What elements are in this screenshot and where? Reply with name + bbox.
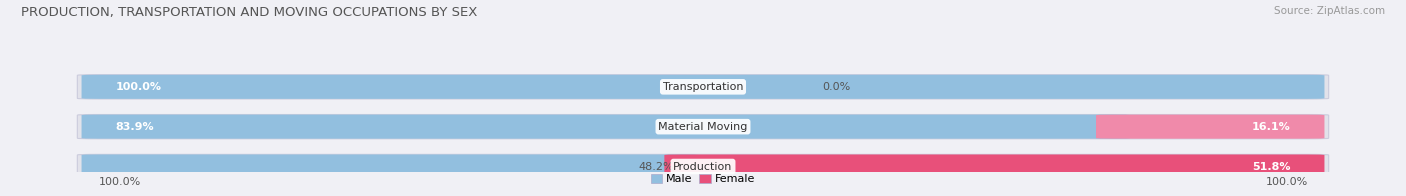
Text: 100.0%: 100.0% xyxy=(115,82,162,92)
Text: 83.9%: 83.9% xyxy=(115,122,153,132)
FancyBboxPatch shape xyxy=(1097,115,1324,139)
FancyBboxPatch shape xyxy=(82,154,699,179)
FancyBboxPatch shape xyxy=(665,154,1324,179)
Text: 100.0%: 100.0% xyxy=(1265,177,1308,187)
FancyBboxPatch shape xyxy=(77,154,1329,179)
Text: 0.0%: 0.0% xyxy=(823,82,851,92)
Text: Material Moving: Material Moving xyxy=(658,122,748,132)
FancyBboxPatch shape xyxy=(82,115,1130,139)
Text: Production: Production xyxy=(673,162,733,172)
FancyBboxPatch shape xyxy=(77,75,1329,99)
FancyBboxPatch shape xyxy=(82,75,1324,99)
Text: Source: ZipAtlas.com: Source: ZipAtlas.com xyxy=(1274,6,1385,16)
Text: 51.8%: 51.8% xyxy=(1253,162,1291,172)
Text: Transportation: Transportation xyxy=(662,82,744,92)
Text: 100.0%: 100.0% xyxy=(98,177,141,187)
Text: 16.1%: 16.1% xyxy=(1251,122,1291,132)
FancyBboxPatch shape xyxy=(77,114,1329,139)
Text: PRODUCTION, TRANSPORTATION AND MOVING OCCUPATIONS BY SEX: PRODUCTION, TRANSPORTATION AND MOVING OC… xyxy=(21,6,478,19)
Text: 48.2%: 48.2% xyxy=(638,162,675,172)
Legend: Male, Female: Male, Female xyxy=(647,169,759,189)
